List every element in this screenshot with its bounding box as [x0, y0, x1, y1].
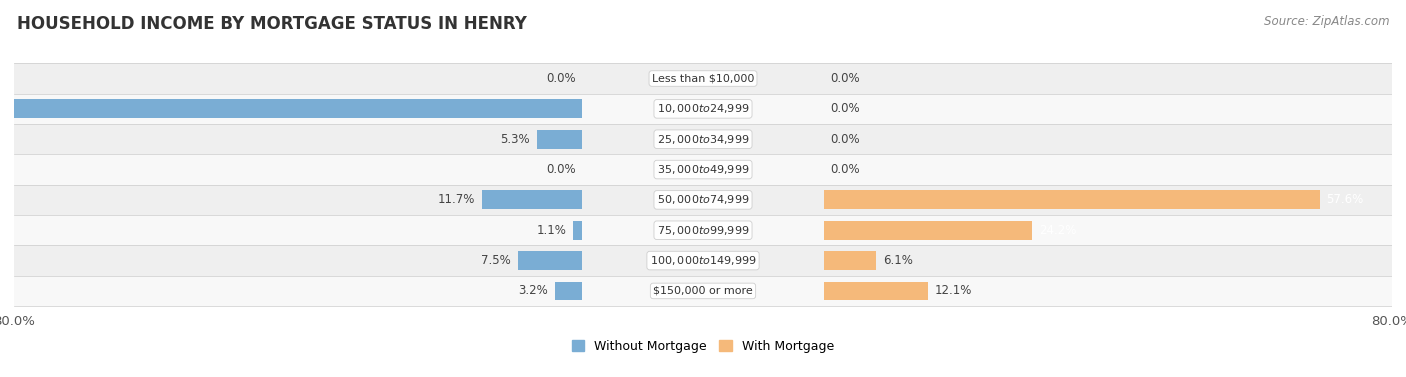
Bar: [555, 282, 582, 300]
Text: 0.0%: 0.0%: [831, 133, 860, 146]
Bar: [14, 215, 1392, 245]
Bar: [0, 100, 582, 118]
Bar: [517, 251, 582, 270]
Legend: Without Mortgage, With Mortgage: Without Mortgage, With Mortgage: [567, 335, 839, 358]
Bar: [824, 190, 1320, 209]
Bar: [824, 251, 876, 270]
Bar: [14, 155, 1392, 185]
Bar: [824, 282, 928, 300]
Bar: [14, 185, 1392, 215]
Bar: [14, 245, 1392, 276]
Bar: [14, 94, 1392, 124]
Text: 3.2%: 3.2%: [519, 284, 548, 297]
Text: $150,000 or more: $150,000 or more: [654, 286, 752, 296]
Text: 0.0%: 0.0%: [831, 72, 860, 85]
Text: HOUSEHOLD INCOME BY MORTGAGE STATUS IN HENRY: HOUSEHOLD INCOME BY MORTGAGE STATUS IN H…: [17, 15, 527, 33]
Bar: [824, 221, 1032, 240]
Text: $50,000 to $74,999: $50,000 to $74,999: [657, 193, 749, 206]
Text: $75,000 to $99,999: $75,000 to $99,999: [657, 224, 749, 237]
Text: 0.0%: 0.0%: [546, 72, 575, 85]
Text: $10,000 to $24,999: $10,000 to $24,999: [657, 103, 749, 115]
Text: 57.6%: 57.6%: [1326, 193, 1364, 206]
Text: 0.0%: 0.0%: [546, 163, 575, 176]
Text: Source: ZipAtlas.com: Source: ZipAtlas.com: [1264, 15, 1389, 28]
Text: 5.3%: 5.3%: [501, 133, 530, 146]
Bar: [537, 130, 582, 149]
Text: 11.7%: 11.7%: [437, 193, 475, 206]
Bar: [14, 276, 1392, 306]
Text: Less than $10,000: Less than $10,000: [652, 74, 754, 84]
Bar: [14, 63, 1392, 94]
Bar: [574, 221, 582, 240]
Bar: [14, 124, 1392, 155]
Text: 0.0%: 0.0%: [831, 103, 860, 115]
Text: $35,000 to $49,999: $35,000 to $49,999: [657, 163, 749, 176]
Text: 1.1%: 1.1%: [536, 224, 567, 237]
Text: 6.1%: 6.1%: [883, 254, 912, 267]
Text: 24.2%: 24.2%: [1039, 224, 1076, 237]
Text: $25,000 to $34,999: $25,000 to $34,999: [657, 133, 749, 146]
Text: 0.0%: 0.0%: [831, 163, 860, 176]
Text: 7.5%: 7.5%: [481, 254, 510, 267]
Text: 12.1%: 12.1%: [935, 284, 972, 297]
Text: $100,000 to $149,999: $100,000 to $149,999: [650, 254, 756, 267]
Bar: [482, 190, 582, 209]
